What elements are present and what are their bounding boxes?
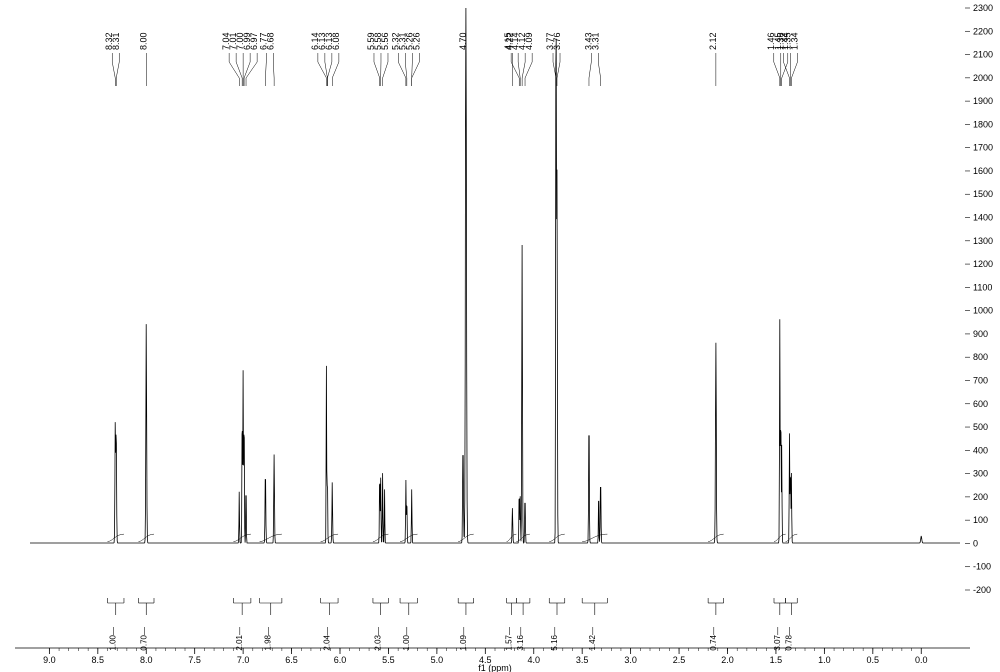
x-tick-label: 1.0 (818, 655, 831, 665)
chart-svg: 0.00.51.01.52.02.53.03.54.04.55.05.56.06… (0, 0, 1000, 672)
integral-value: 1.00⁠— (109, 627, 118, 651)
y-tick-label: 200 (973, 492, 988, 502)
x-tick-label: 7.0 (237, 655, 250, 665)
x-tick-label: 2.5 (673, 655, 686, 665)
y-tick-label: 400 (973, 445, 988, 455)
x-tick-label: 5.5 (382, 655, 395, 665)
integral-curve (233, 534, 250, 541)
y-tick-label: 2000 (973, 73, 993, 83)
integral-curve (458, 534, 474, 541)
integral-value: 2.01⁠— (235, 627, 244, 651)
x-tick-label: 0.0 (915, 655, 928, 665)
y-tick-label: 1800 (973, 119, 993, 129)
y-tick-label: 800 (973, 352, 988, 362)
integral-curve (786, 534, 798, 541)
nmr-spectrum-chart: 0.00.51.01.52.02.53.03.54.04.55.05.56.06… (0, 0, 1000, 672)
y-tick-label: 1700 (973, 143, 993, 153)
y-tick-label: 1000 (973, 306, 993, 316)
integral-value: 2.03⁠— (374, 627, 383, 651)
y-tick-label: 700 (973, 375, 988, 385)
x-tick-label: 3.5 (576, 655, 589, 665)
integral-value: 1.00⁠— (402, 627, 411, 651)
y-tick-label: 900 (973, 329, 988, 339)
integral-curve (774, 534, 786, 541)
y-tick-label: 1100 (973, 282, 992, 292)
x-tick-label: 4.0 (527, 655, 540, 665)
peak-ppm-label: 8.31 (111, 32, 121, 50)
y-tick-label: 1900 (973, 96, 993, 106)
integral-value: 2.04⁠— (322, 627, 331, 651)
integral-value: 3.07⁠— (773, 627, 782, 651)
integral-curve (708, 534, 724, 541)
x-tick-label: 8.5 (92, 655, 105, 665)
y-tick-label: 1500 (973, 189, 993, 199)
x-tick-label: 9.0 (43, 655, 56, 665)
integral-value: 1.42⁠— (588, 627, 597, 651)
integral-curve (549, 534, 565, 541)
y-tick-label: 2300 (973, 3, 993, 13)
y-tick-label: 300 (973, 469, 988, 479)
integral-value: 5.16⁠— (550, 627, 559, 651)
y-tick-label: 1200 (973, 259, 993, 269)
integral-value: 0.70⁠— (139, 627, 148, 651)
peak-ppm-label: 2.12 (708, 32, 718, 50)
integral-curve (400, 534, 417, 541)
x-tick-label: 2.0 (721, 655, 734, 665)
y-tick-label: 0 (973, 538, 978, 548)
x-tick-label: 3.0 (624, 655, 637, 665)
y-tick-label: 500 (973, 422, 988, 432)
integral-value: 3.16⁠— (516, 627, 525, 651)
integral-curve (373, 534, 389, 541)
y-tick-label: -200 (973, 585, 991, 595)
peak-ppm-label: 4.70 (458, 32, 468, 50)
x-tick-label: 1.5 (770, 655, 783, 665)
y-tick-label: 100 (973, 515, 988, 525)
integral-curve (108, 534, 124, 541)
x-tick-label: 0.5 (867, 655, 880, 665)
y-tick-label: -100 (973, 562, 991, 572)
integral-value: 1.09⁠— (459, 627, 468, 651)
peak-ppm-label: 5.56 (380, 32, 390, 50)
peak-ppm-label: 3.31 (590, 32, 600, 50)
x-tick-label: 8.0 (140, 655, 153, 665)
x-tick-label: 6.5 (285, 655, 298, 665)
peak-ppm-label: 1.34 (789, 32, 799, 50)
y-tick-label: 1400 (973, 213, 993, 223)
x-axis-title: f1 (ppm) (478, 663, 512, 672)
y-tick-label: 600 (973, 399, 988, 409)
x-tick-label: 6.0 (334, 655, 347, 665)
integral-value: 0.74⁠— (709, 627, 718, 651)
integral-curve (321, 534, 338, 541)
y-tick-label: 1600 (973, 166, 993, 176)
x-tick-label: 5.0 (431, 655, 444, 665)
integral-curve (260, 534, 282, 541)
peak-ppm-label: 8.00 (138, 32, 148, 50)
integral-value: 0.78⁠— (784, 627, 793, 651)
peak-ppm-label: 6.08 (331, 32, 341, 50)
x-tick-label: 7.5 (188, 655, 201, 665)
integral-curve (139, 534, 155, 541)
peak-ppm-label: 4.09 (524, 32, 534, 50)
integral-curve (582, 534, 607, 541)
peak-ppm-label: 3.76 (552, 32, 562, 50)
y-tick-label: 1300 (973, 236, 993, 246)
spectrum-trace (30, 8, 960, 543)
peak-ppm-label: 5.26 (411, 32, 421, 50)
integral-value: 1.57⁠— (504, 627, 513, 651)
peak-ppm-label: 6.68 (265, 32, 275, 50)
integral-value: 1.98⁠— (264, 627, 273, 651)
y-tick-label: 2200 (973, 26, 993, 36)
y-tick-label: 2100 (973, 50, 993, 60)
